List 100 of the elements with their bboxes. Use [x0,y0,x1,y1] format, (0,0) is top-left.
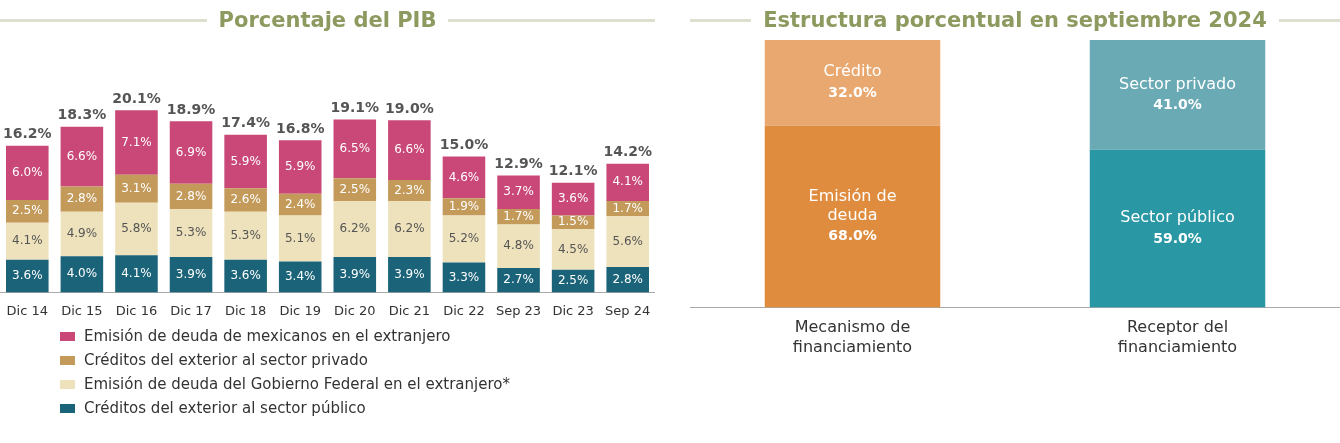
bar [115,255,158,293]
total-label: 16.8% [275,119,325,136]
data-label: 5.3% [175,225,207,240]
data-label: 3.6% [557,191,589,206]
total-label: 19.1% [330,99,380,116]
series-label: Sector privado [1119,73,1236,93]
data-label: 6.2% [394,221,425,236]
data-label: 5.9% [230,153,261,168]
x-tick-label: Sep 23 [495,302,542,318]
legend-label: Emisión de deuda del Gobierno Federal en el extranjero* [84,375,510,393]
data-label: 6.0% [12,164,43,179]
data-label: 4.6% [448,169,480,184]
data-label: 5.3% [230,227,261,242]
x-tick-label: Dic 23 [552,302,594,318]
data-label: 3.6% [12,268,43,283]
data-label: 2.8% [66,191,98,206]
x-tick-label: Dic 14 [6,302,49,318]
data-label: 5.6% [612,233,643,248]
legend-label: Créditos del exterior al sector privado [84,351,368,369]
chart-title: Estructura porcentual en septiembre 2024 [762,8,1268,32]
bar [278,140,322,194]
x-tick-label: Dic 16 [115,302,158,318]
bar [442,215,486,263]
data-label: 5.2% [448,231,480,246]
x-tick-label: Dic 22 [443,302,485,318]
data-label: 2.5% [339,181,371,196]
bar [551,229,595,270]
data-label: 3.3% [448,269,480,284]
bar [333,119,377,179]
data-label: 2.7% [503,272,534,287]
data-label: 5.1% [284,230,316,245]
total-label: 12.9% [494,155,543,172]
data-label: 59.0% [1153,229,1202,246]
bar [6,222,49,260]
bar [606,216,649,268]
data-label: 41.0% [1153,96,1202,112]
bar [388,200,431,258]
bar [115,174,158,203]
bar [333,200,377,258]
total-label: 16.2% [3,125,52,142]
x-tick-label: Dic 18 [224,302,267,318]
series-label: Emisión de deuda [808,185,897,224]
bar [278,215,322,262]
data-label: 6.6% [394,142,425,157]
data-label: 1.5% [557,214,589,229]
bar [388,257,431,293]
total-label: 19.0% [385,99,434,116]
data-label: 4.1% [121,265,152,280]
total-label: 15.0% [439,136,489,153]
bar [169,209,213,258]
data-label: 1.9% [448,198,480,213]
data-label: 6.9% [175,144,207,159]
legend-label: Créditos del exterior al sector público [84,399,366,417]
x-tick-label: Dic 19 [279,302,321,318]
total-label: 20.1% [112,90,161,107]
data-label: 4.1% [12,233,43,248]
total-label: 17.4% [221,114,270,131]
data-label: 3.9% [394,266,425,281]
data-label: 3.4% [284,269,316,284]
total-label: 14.2% [603,143,652,160]
data-label: 4.0% [66,266,98,281]
x-tick-label: Mecanismo de financiamiento [792,317,913,356]
data-label: 4.9% [66,226,98,241]
data-label: 2.8% [175,188,207,203]
data-label: 4.8% [503,238,534,253]
data-label: 7.1% [121,134,152,149]
bar [388,120,431,181]
x-tick-label: Sep 24 [605,302,651,318]
data-label: 2.3% [394,182,425,197]
chart-title: Porcentaje del PIB [217,8,438,32]
total-label: 12.1% [548,162,598,179]
total-label: 18.3% [57,106,107,123]
data-label: 6.5% [339,140,371,155]
data-label: 2.8% [612,271,643,286]
bar [224,134,267,189]
data-label: 4.1% [612,174,643,189]
x-tick-label: Dic 21 [388,302,431,318]
data-label: 2.5% [557,273,589,288]
data-label: 3.1% [121,180,152,195]
data-label: 3.9% [175,266,207,281]
data-label: 4.5% [557,241,589,256]
data-label: 2.6% [230,192,261,207]
bar [115,110,158,175]
bar [224,211,267,260]
bar [6,145,49,201]
data-label: 2.4% [284,196,316,211]
bar [497,224,540,268]
bar [60,211,104,257]
x-tick-label: Dic 17 [170,302,212,318]
bar [606,163,649,201]
x-tick-label: Dic 20 [334,302,376,318]
data-label: 3.9% [339,266,371,281]
data-label: 6.6% [66,148,98,163]
bar [497,175,540,210]
bar [115,202,158,256]
total-label: 18.9% [166,100,216,117]
data-label: 32.0% [828,83,877,100]
bar [60,126,104,187]
data-label: 3.6% [230,268,261,283]
data-label: 1.7% [503,208,534,223]
